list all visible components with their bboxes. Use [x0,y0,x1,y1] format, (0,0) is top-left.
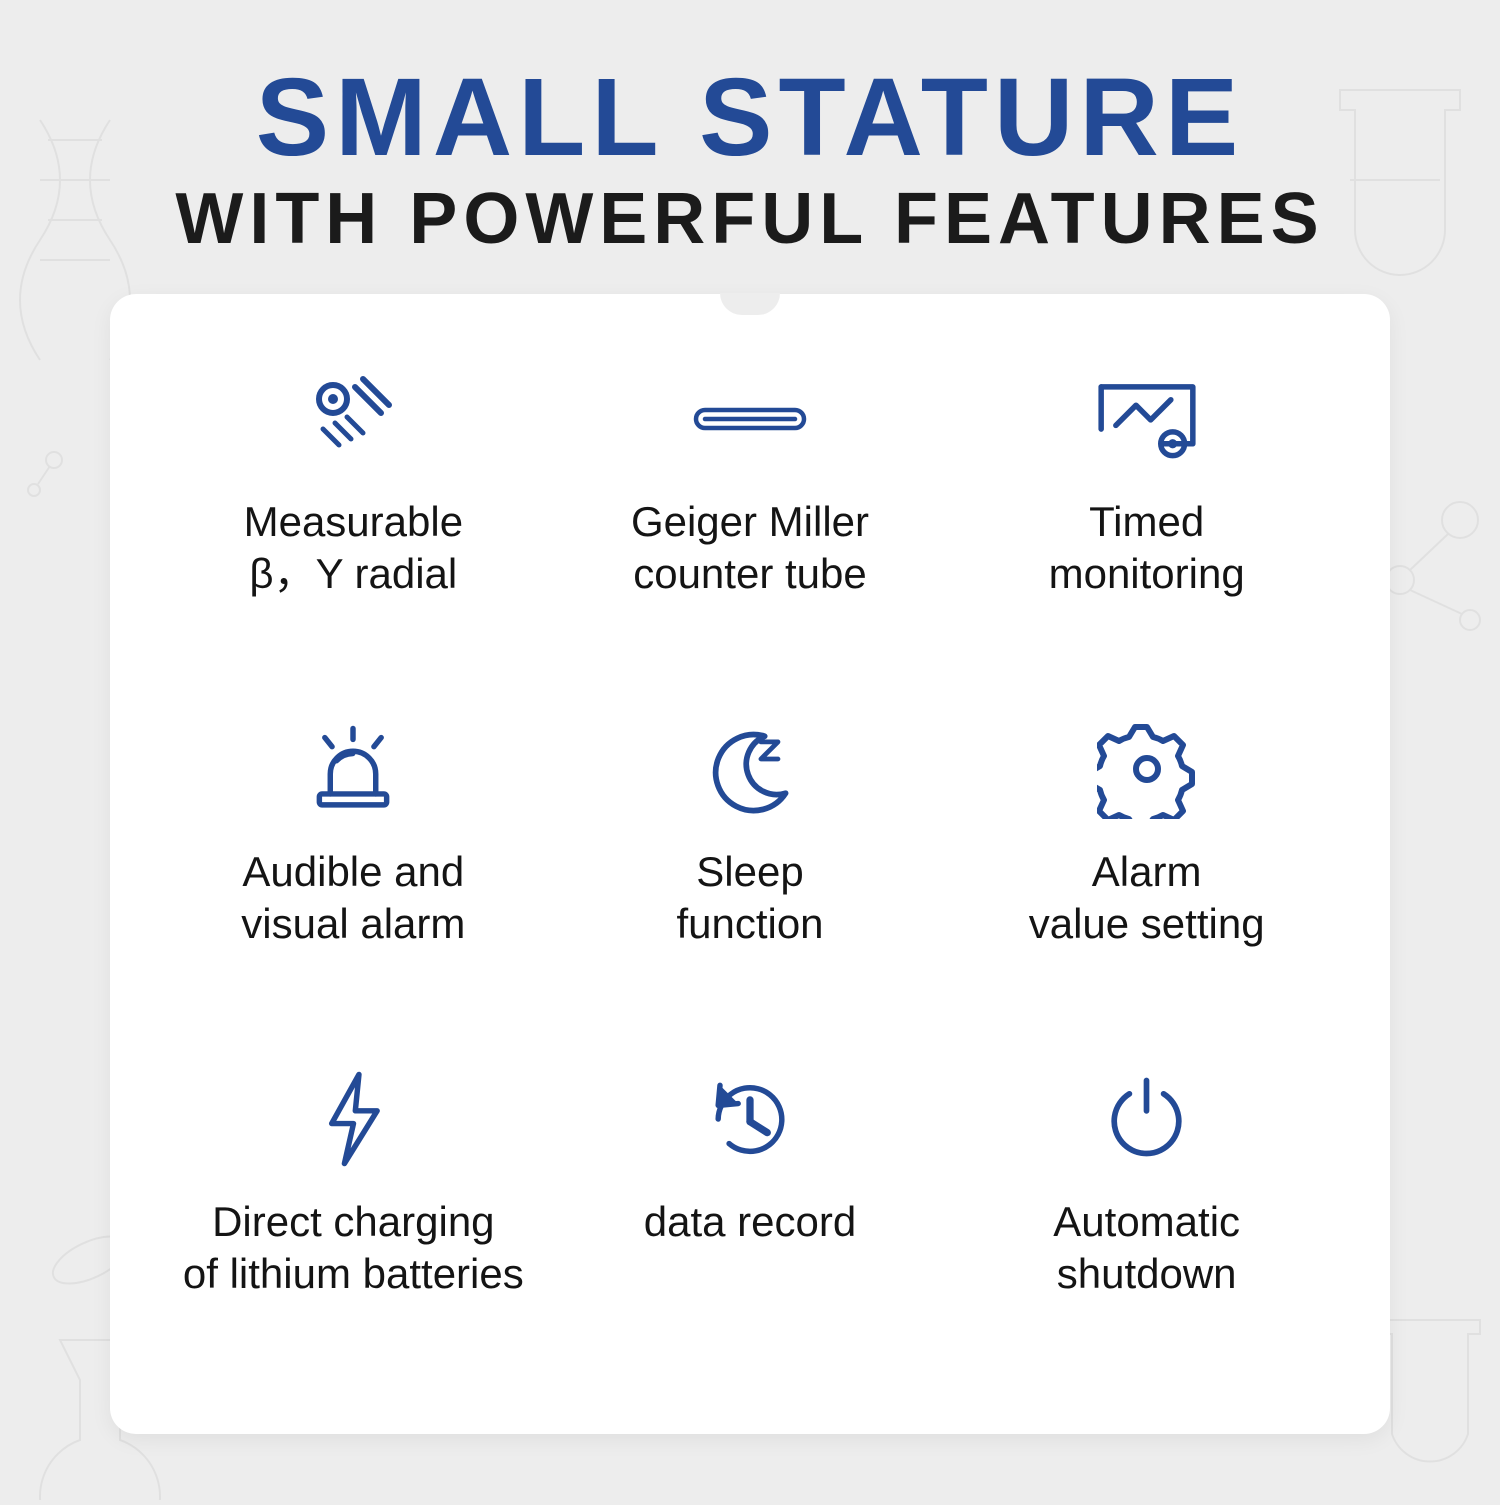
feature-label: Timed monitoring [1049,496,1245,601]
gear-icon [1087,714,1207,824]
feature-alarm: Audible and visual alarm [170,714,537,1024]
feature-power: Automatic shutdown [963,1064,1330,1374]
feature-monitor: Timed monitoring [963,364,1330,674]
features-grid: Measurable β，Y radial Geiger Miller coun… [110,294,1390,1434]
feature-sleep: Sleep function [567,714,934,1024]
sleep-icon [690,714,810,824]
content-wrapper: SMALL STATURE WITH POWERFUL FEATURES Mea… [0,0,1500,1434]
feature-radial: Measurable β，Y radial [170,364,537,674]
features-card: Measurable β，Y radial Geiger Miller coun… [110,294,1390,1434]
feature-label: Measurable β，Y radial [244,496,463,601]
history-icon [690,1064,810,1174]
feature-label: Alarm value setting [1029,846,1265,951]
headline-line1: SMALL STATURE [256,60,1245,176]
radial-icon [293,364,413,474]
feature-label: Direct charging of lithium batteries [183,1196,524,1301]
feature-tube: Geiger Miller counter tube [567,364,934,674]
headline-line2: WITH POWERFUL FEATURES [175,178,1324,260]
power-icon [1087,1064,1207,1174]
alarm-icon [293,714,413,824]
feature-gear: Alarm value setting [963,714,1330,1024]
feature-label: Sleep function [676,846,823,951]
feature-label: Geiger Miller counter tube [631,496,869,601]
feature-label: Audible and visual alarm [241,846,465,951]
feature-label: data record [644,1196,856,1249]
feature-history: data record [567,1064,934,1374]
feature-bolt: Direct charging of lithium batteries [170,1064,537,1374]
feature-label: Automatic shutdown [1053,1196,1240,1301]
monitor-icon [1087,364,1207,474]
bolt-icon [293,1064,413,1174]
tube-icon [690,364,810,474]
